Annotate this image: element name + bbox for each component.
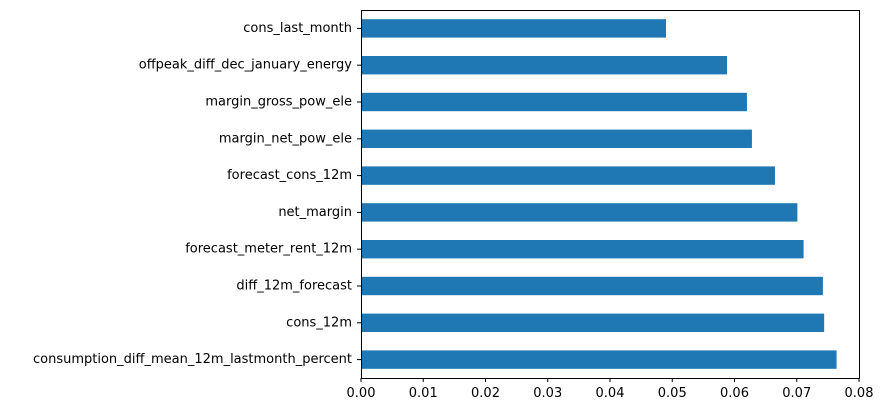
x-tick-label: 0.02 [471,386,500,401]
y-axis-ticks: cons_last_month offpeak_diff_dec_january_… [33,21,361,367]
x-tick-label: 0.03 [533,386,562,401]
bar-margin-gross-pow-ele [361,92,747,112]
y-tick-label: net_margin [278,205,352,220]
y-tick-label: cons_12m [286,315,352,330]
y-tick-label: diff_12m_forecast [236,279,352,294]
bar-diff-12m-forecast [361,276,823,296]
bar-forecast-cons-12m [361,166,775,185]
x-tick-label: 0.06 [720,386,749,401]
x-tick-label: 0.08 [845,386,874,401]
y-tick-label: forecast_meter_rent_12m [185,242,352,257]
bar-cons-last-month [361,19,667,38]
y-tick-label: offpeak_diff_dec_january_energy [139,58,353,73]
plot-area-frame [361,10,860,379]
bar-net-margin [361,203,798,222]
bars-layer [361,19,837,369]
bar-consumption-diff-mean-12m-lastmonth-percent [361,350,837,369]
y-tick-label: forecast_cons_12m [227,168,352,183]
bar-forecast-meter-rent-12m [361,240,804,259]
x-tick-label: 0.01 [409,386,438,401]
y-tick-label: cons_last_month [243,21,352,36]
x-tick-label: 0.00 [347,386,376,401]
y-tick-label: margin_net_pow_ele [219,131,352,146]
bar-offpeak-diff-dec-january-energy [361,56,728,75]
y-tick-label: consumption_diff_mean_12m_lastmonth_perc… [33,352,352,367]
x-axis-ticks: 0.00 0.01 0.02 0.03 0.04 0.05 0.06 0.07 0.08 [347,378,874,401]
y-tick-label: margin_gross_pow_ele [205,95,352,110]
x-tick-label: 0.04 [596,386,625,401]
x-tick-label: 0.07 [782,386,811,401]
bar-margin-net-pow-ele [361,129,752,148]
x-tick-label: 0.05 [658,386,687,401]
bar-cons-12m [361,313,825,332]
